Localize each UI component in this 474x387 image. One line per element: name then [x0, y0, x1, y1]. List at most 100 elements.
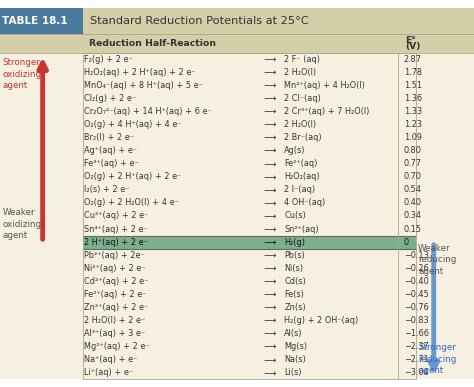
Text: Mn²⁺(aq) + 4 H₂O(l): Mn²⁺(aq) + 4 H₂O(l) — [284, 81, 365, 90]
Text: Mg(s): Mg(s) — [284, 342, 308, 351]
Text: Na⁺(aq) + e⁻: Na⁺(aq) + e⁻ — [84, 355, 137, 364]
Text: (V): (V) — [405, 42, 420, 51]
Text: Stronger
reducing
agent: Stronger reducing agent — [418, 344, 456, 375]
Text: ⟶: ⟶ — [263, 368, 275, 377]
Text: ⟶: ⟶ — [263, 329, 275, 338]
Text: Na(s): Na(s) — [284, 355, 306, 364]
Text: 1.51: 1.51 — [404, 81, 422, 90]
Text: Ni(s): Ni(s) — [284, 264, 303, 273]
Text: ⟶: ⟶ — [263, 211, 275, 221]
Text: Fe²⁺(aq): Fe²⁺(aq) — [284, 159, 318, 168]
Text: Ag⁺(aq) + e⁻: Ag⁺(aq) + e⁻ — [84, 146, 137, 155]
Text: −2.37: −2.37 — [404, 342, 428, 351]
Text: 0.77: 0.77 — [404, 159, 422, 168]
Text: 2 Cr³⁺(aq) + 7 H₂O(l): 2 Cr³⁺(aq) + 7 H₂O(l) — [284, 107, 370, 116]
Text: 0.40: 0.40 — [404, 199, 422, 207]
Text: H₂(g) + 2 OH⁻(aq): H₂(g) + 2 OH⁻(aq) — [284, 316, 359, 325]
Text: −0.40: −0.40 — [404, 277, 428, 286]
FancyBboxPatch shape — [0, 53, 474, 379]
Text: 1.09: 1.09 — [404, 133, 422, 142]
FancyBboxPatch shape — [83, 8, 474, 34]
Text: −0.13: −0.13 — [404, 251, 428, 260]
Text: Standard Reduction Potentials at 25°C: Standard Reduction Potentials at 25°C — [90, 16, 309, 26]
Text: Pb(s): Pb(s) — [284, 251, 305, 260]
Text: Fe³⁺(aq) + e⁻: Fe³⁺(aq) + e⁻ — [84, 159, 139, 168]
Text: 0.54: 0.54 — [404, 185, 422, 194]
Text: Ni²⁺(aq) + 2 e⁻: Ni²⁺(aq) + 2 e⁻ — [84, 264, 146, 273]
Text: MnO₄⁻(aq) + 8 H⁺(aq) + 5 e⁻: MnO₄⁻(aq) + 8 H⁺(aq) + 5 e⁻ — [84, 81, 203, 90]
Text: Cr₂O₇²⁻(aq) + 14 H⁺(aq) + 6 e⁻: Cr₂O₇²⁻(aq) + 14 H⁺(aq) + 6 e⁻ — [84, 107, 212, 116]
FancyBboxPatch shape — [83, 236, 416, 248]
Text: O₂(g) + 4 H⁺(aq) + 4 e⁻: O₂(g) + 4 H⁺(aq) + 4 e⁻ — [84, 120, 182, 129]
Text: 2 H₂O(l) + 2 e⁻: 2 H₂O(l) + 2 e⁻ — [84, 316, 145, 325]
Text: ⟶: ⟶ — [263, 342, 275, 351]
Text: Fe(s): Fe(s) — [284, 290, 304, 299]
Text: Zn(s): Zn(s) — [284, 303, 306, 312]
Text: Br₂(l) + 2 e⁻: Br₂(l) + 2 e⁻ — [84, 133, 134, 142]
Text: ⟶: ⟶ — [263, 146, 275, 155]
Text: ⟶: ⟶ — [263, 68, 275, 77]
Text: ⟶: ⟶ — [263, 316, 275, 325]
Text: Mg²⁺(aq) + 2 e⁻: Mg²⁺(aq) + 2 e⁻ — [84, 342, 149, 351]
FancyBboxPatch shape — [0, 8, 83, 34]
Text: 1.78: 1.78 — [404, 68, 422, 77]
Text: ⟶: ⟶ — [263, 238, 275, 247]
Text: TABLE 18.1: TABLE 18.1 — [2, 16, 68, 26]
Text: Zn²⁺(aq) + 2 e⁻: Zn²⁺(aq) + 2 e⁻ — [84, 303, 148, 312]
Text: Weaker
oxidizing
agent: Weaker oxidizing agent — [2, 208, 42, 240]
Text: ⟶: ⟶ — [263, 185, 275, 194]
Text: H₂O₂(aq) + 2 H⁺(aq) + 2 e⁻: H₂O₂(aq) + 2 H⁺(aq) + 2 e⁻ — [84, 68, 195, 77]
Text: Al(s): Al(s) — [284, 329, 303, 338]
Text: ⟶: ⟶ — [263, 303, 275, 312]
Text: 2 F⁻ (aq): 2 F⁻ (aq) — [284, 55, 320, 64]
Text: 0.34: 0.34 — [404, 211, 422, 221]
Text: ⟶: ⟶ — [263, 159, 275, 168]
Text: F₂(g) + 2 e⁻: F₂(g) + 2 e⁻ — [84, 55, 133, 64]
Text: −0.83: −0.83 — [404, 316, 428, 325]
Text: ⟶: ⟶ — [263, 264, 275, 273]
Text: 0.70: 0.70 — [404, 172, 422, 181]
Text: ⟶: ⟶ — [263, 133, 275, 142]
Text: Stronger
oxidizing
agent: Stronger oxidizing agent — [2, 58, 42, 90]
Text: H₂(g): H₂(g) — [284, 238, 305, 247]
Text: ⟶: ⟶ — [263, 251, 275, 260]
Text: ⟶: ⟶ — [263, 172, 275, 181]
Text: 2 I⁻(aq): 2 I⁻(aq) — [284, 185, 316, 194]
Text: −0.76: −0.76 — [404, 303, 428, 312]
Text: ⟶: ⟶ — [263, 55, 275, 64]
Text: Sn⁴⁺(aq) + 2 e⁻: Sn⁴⁺(aq) + 2 e⁻ — [84, 224, 147, 233]
Text: 1.33: 1.33 — [404, 107, 422, 116]
Text: Sn²⁺(aq): Sn²⁺(aq) — [284, 224, 319, 233]
Text: 2 H₂O(l): 2 H₂O(l) — [284, 120, 317, 129]
Text: Weaker
reducing
agent: Weaker reducing agent — [418, 244, 456, 276]
FancyBboxPatch shape — [0, 34, 474, 53]
Text: 2 H⁺(aq) + 2 e⁻: 2 H⁺(aq) + 2 e⁻ — [84, 238, 148, 247]
Text: Cu(s): Cu(s) — [284, 211, 306, 221]
Text: ⟶: ⟶ — [263, 107, 275, 116]
Text: Cd²⁺(aq) + 2 e⁻: Cd²⁺(aq) + 2 e⁻ — [84, 277, 148, 286]
Text: 2 Br⁻(aq): 2 Br⁻(aq) — [284, 133, 322, 142]
Text: 1.23: 1.23 — [404, 120, 422, 129]
Text: O₂(g) + 2 H₂O(l) + 4 e⁻: O₂(g) + 2 H₂O(l) + 4 e⁻ — [84, 199, 179, 207]
Text: E°: E° — [405, 36, 416, 45]
Text: H₂O₂(aq): H₂O₂(aq) — [284, 172, 320, 181]
Text: Ag(s): Ag(s) — [284, 146, 306, 155]
Text: ⟶: ⟶ — [263, 120, 275, 129]
Text: ⟶: ⟶ — [263, 199, 275, 207]
Text: ⟶: ⟶ — [263, 277, 275, 286]
Text: Fe²⁺(aq) + 2 e⁻: Fe²⁺(aq) + 2 e⁻ — [84, 290, 146, 299]
Text: 0: 0 — [404, 238, 409, 247]
Text: ⟶: ⟶ — [263, 94, 275, 103]
Text: Li⁺(aq) + e⁻: Li⁺(aq) + e⁻ — [84, 368, 133, 377]
Text: Cd(s): Cd(s) — [284, 277, 306, 286]
Text: 2 Cl⁻(aq): 2 Cl⁻(aq) — [284, 94, 321, 103]
Text: 0.80: 0.80 — [404, 146, 422, 155]
Text: ⟶: ⟶ — [263, 224, 275, 233]
Text: −1.66: −1.66 — [404, 329, 429, 338]
Text: O₂(g) + 2 H⁺(aq) + 2 e⁻: O₂(g) + 2 H⁺(aq) + 2 e⁻ — [84, 172, 181, 181]
Text: 2 H₂O(l): 2 H₂O(l) — [284, 68, 317, 77]
Text: −0.26: −0.26 — [404, 264, 428, 273]
Text: ⟶: ⟶ — [263, 81, 275, 90]
Text: Cu²⁺(aq) + 2 e⁻: Cu²⁺(aq) + 2 e⁻ — [84, 211, 148, 221]
Text: Reduction Half-Reaction: Reduction Half-Reaction — [89, 39, 216, 48]
